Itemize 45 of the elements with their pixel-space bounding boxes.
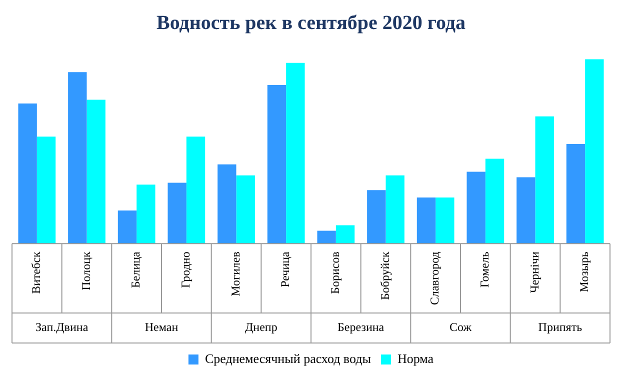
bar [386, 175, 404, 244]
bar [535, 116, 554, 244]
text: Неман [144, 320, 179, 334]
legend-label: Среднемесячный расход воды [204, 350, 372, 366]
bar [18, 103, 37, 244]
text: Сож [450, 320, 472, 334]
text: Зап.Двина [36, 320, 89, 334]
bar [585, 59, 604, 244]
x-tick-label: Белица [128, 250, 143, 288]
bar [416, 198, 436, 244]
x-tick-label: Могилев [228, 251, 242, 296]
bar [367, 190, 386, 244]
bar [136, 184, 156, 244]
bar [286, 62, 305, 244]
bar [68, 72, 87, 244]
bar [267, 85, 286, 244]
x-tick-label: Полоцк [78, 251, 93, 290]
legend-label: Норма [397, 350, 434, 366]
x-tick-label: Бобруйск [378, 251, 392, 300]
bar [566, 144, 586, 244]
x-tick-label: Славгород [428, 252, 442, 306]
bar [218, 164, 236, 244]
bar [168, 182, 186, 244]
bar [317, 230, 336, 244]
text: Березина [338, 320, 385, 334]
bar [118, 210, 137, 244]
x-tick-label: Витебск [29, 251, 44, 294]
bar [36, 136, 56, 244]
bar [516, 177, 536, 244]
x-tick-label: Гомель [478, 251, 492, 288]
x-tick-label: Чернічи [527, 251, 542, 293]
bar [436, 198, 454, 244]
x-tick-label: Борисов [328, 251, 342, 294]
x-tick-label: Мозырь [577, 251, 592, 292]
text: Днепр [244, 320, 278, 334]
text: Припять [538, 320, 583, 334]
bar [86, 100, 106, 244]
x-tick-label: Речица [278, 250, 292, 288]
bar [466, 172, 486, 244]
bar [186, 136, 206, 244]
bar [485, 158, 504, 244]
chart-title: Водность рек в сентябре 2020 года [156, 12, 466, 34]
bar [336, 225, 355, 244]
bar [236, 175, 255, 244]
x-tick-label: Гродно [178, 252, 193, 288]
